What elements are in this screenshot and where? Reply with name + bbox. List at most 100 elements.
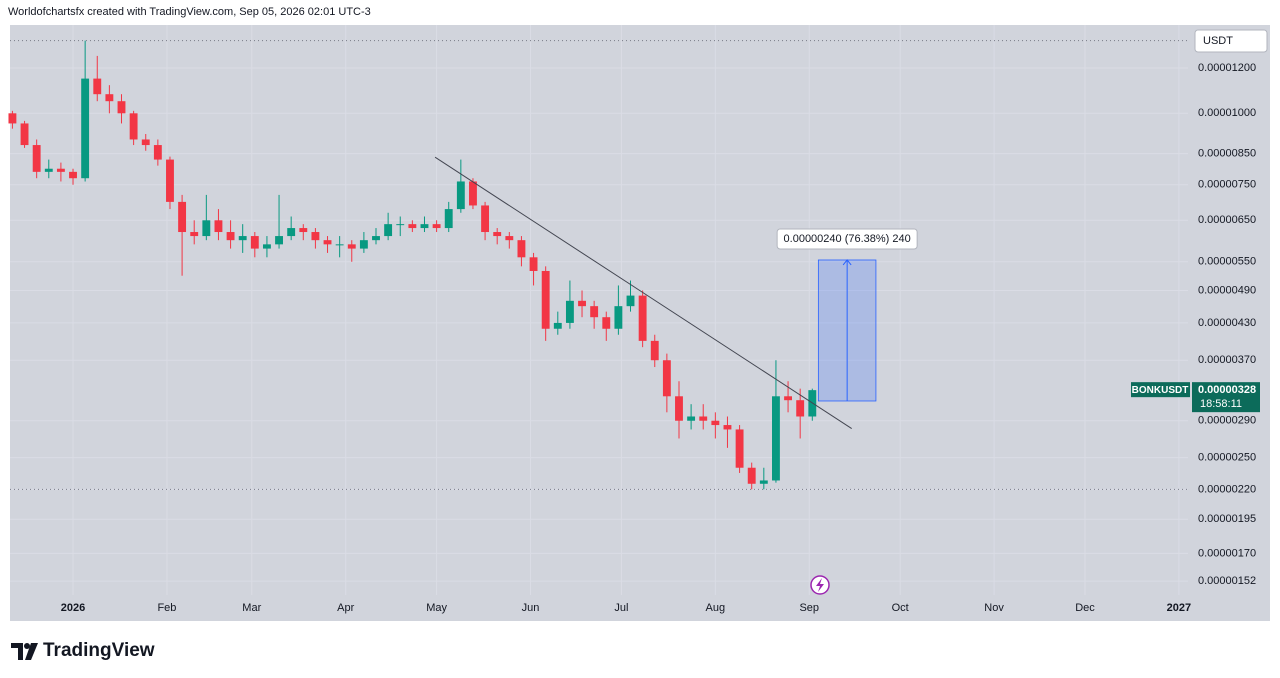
candle-body <box>469 181 477 206</box>
x-tick-label: Mar <box>242 602 261 614</box>
candle-body <box>553 322 562 329</box>
brand-name: TradingView <box>43 640 155 661</box>
candle-body <box>493 232 502 237</box>
x-tick-label: Aug <box>706 602 726 614</box>
measure-label-box <box>776 228 918 250</box>
brand-logo <box>11 643 38 660</box>
price-label: 0.00000328 <box>1198 384 1256 396</box>
y-tick-label: 0.00000370 <box>1198 354 1256 366</box>
candle-body <box>359 240 368 249</box>
candle-body <box>565 300 574 323</box>
candle-body <box>614 306 623 329</box>
candle-body <box>723 425 732 430</box>
candle-body <box>408 224 417 229</box>
y-tick-label: 0.00000650 <box>1198 214 1256 226</box>
x-tick-label: Jun <box>522 602 540 614</box>
symbol-label: BONKUSDT <box>1132 385 1189 396</box>
candle-body <box>299 228 308 233</box>
candle-body <box>250 236 259 249</box>
currency-box <box>1194 29 1268 53</box>
candle-body <box>444 209 453 229</box>
y-tick-label: 0.00000195 <box>1198 513 1256 525</box>
countdown-label: 18:58:11 <box>1200 398 1242 410</box>
x-tick-label: Apr <box>337 602 354 614</box>
candle-body <box>372 236 380 241</box>
candle-body <box>541 270 550 329</box>
event-icon <box>810 575 830 595</box>
candle-body <box>347 244 356 249</box>
y-tick-label: 0.00000850 <box>1198 148 1256 160</box>
candle-body <box>129 113 138 140</box>
candle-body <box>8 113 17 124</box>
symbol-box <box>1131 382 1190 398</box>
candle-body <box>190 232 199 237</box>
candle-body <box>311 232 320 241</box>
candle-body <box>626 295 635 307</box>
candle-body <box>153 145 162 160</box>
x-tick-label: 2027 <box>1167 602 1191 614</box>
x-tick-label: May <box>426 602 447 614</box>
plot: 0.00000240 (76.38%) 240 <box>8 40 1188 490</box>
candle-body <box>481 205 490 233</box>
candle-body <box>20 123 29 146</box>
x-tick-label: Oct <box>892 602 909 614</box>
candle-body <box>275 236 283 245</box>
candle-body <box>711 420 720 426</box>
candle-body <box>675 396 683 421</box>
candle-body <box>638 295 647 341</box>
candle-body <box>432 224 441 229</box>
candle-body <box>517 240 526 258</box>
y-tick-label: 0.00000170 <box>1198 547 1256 559</box>
candle-body <box>796 400 805 417</box>
measure-label: 0.00000240 (76.38%) 240 <box>784 233 911 245</box>
x-tick-label: 2026 <box>61 602 85 614</box>
candle-body <box>662 360 671 397</box>
candle-body <box>602 317 611 329</box>
candle-body <box>505 236 514 241</box>
candle-body <box>32 145 41 172</box>
candle-body <box>262 244 271 249</box>
candle-body <box>650 340 659 361</box>
x-tick-label: Sep <box>799 602 819 614</box>
candle-body <box>238 236 247 241</box>
candle-body <box>93 78 102 95</box>
x-tick-label: Nov <box>984 602 1004 614</box>
y-tick-label: 0.00000550 <box>1198 256 1256 268</box>
x-tick-label: Dec <box>1075 602 1095 614</box>
header-title: Worldofchartsfx created with TradingView… <box>8 6 371 18</box>
candle-body <box>529 257 538 271</box>
candle-body <box>335 244 344 246</box>
candle-body <box>166 159 174 202</box>
candle-body <box>420 224 429 229</box>
x-tick-label: Jul <box>614 602 628 614</box>
candle-body <box>69 171 77 179</box>
candle-body <box>178 201 187 233</box>
y-tick-label: 0.00000290 <box>1198 415 1256 427</box>
y-tick-label: 0.00000220 <box>1198 483 1256 495</box>
candle-body <box>759 480 768 484</box>
candle-body <box>735 429 744 468</box>
candle-body <box>214 220 223 233</box>
y-tick-label: 0.00000750 <box>1198 179 1256 191</box>
candle-body <box>323 240 332 245</box>
y-tick-label: 0.00001200 <box>1198 62 1256 74</box>
price-tag <box>1192 382 1260 413</box>
candle-body <box>117 101 126 114</box>
candle-body <box>384 224 393 237</box>
candle-body <box>81 78 90 179</box>
measure-arrowhead <box>842 259 852 266</box>
candle-body <box>141 139 150 146</box>
candle-body <box>772 396 780 481</box>
candle-body <box>699 416 708 421</box>
y-tick-label: 0.00000490 <box>1198 284 1256 296</box>
y-tick-label: 0.00000250 <box>1198 452 1256 464</box>
candle-body <box>578 300 586 307</box>
candle-body <box>687 416 696 421</box>
candle-body <box>396 224 405 226</box>
trendline <box>434 156 852 429</box>
candle-body <box>202 220 211 237</box>
candle-body <box>226 232 235 241</box>
candle-body <box>456 181 465 210</box>
y-tick-label: 0.00000430 <box>1198 317 1256 329</box>
currency-label: USDT <box>1203 35 1233 47</box>
